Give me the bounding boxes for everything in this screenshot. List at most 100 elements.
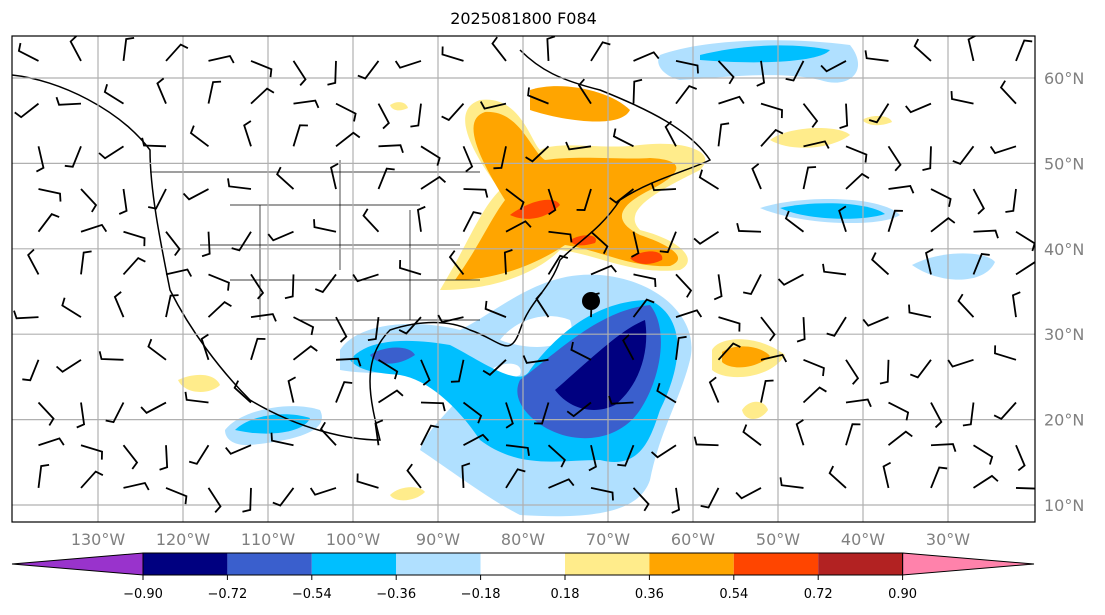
wind-barb [35, 146, 45, 173]
wind-barb [718, 316, 741, 332]
wind-barb [950, 91, 974, 105]
wind-barb [548, 230, 573, 243]
wind-barb [879, 359, 890, 385]
wind-barb [845, 145, 868, 163]
wind-barb [55, 359, 82, 373]
wind-barb [327, 60, 337, 86]
wind-barb [612, 128, 634, 148]
wind-barb [777, 273, 804, 286]
wind-barb [930, 188, 952, 208]
wind-barb [535, 292, 550, 318]
wind-barb [760, 379, 774, 403]
colorbar-segment [649, 553, 734, 575]
wind-barb [267, 230, 294, 242]
colorbar-segment [396, 553, 481, 575]
wind-barb [276, 166, 295, 190]
wind-barb [208, 54, 235, 64]
wind-barb [993, 401, 1017, 420]
wind-barb [450, 359, 465, 383]
wind-barb [17, 42, 39, 62]
map-frame [11, 35, 1036, 523]
wind-barb [718, 95, 745, 105]
lon-tick-label: 50°W [756, 530, 800, 549]
wind-barb [957, 293, 975, 318]
wind-barb [838, 205, 847, 232]
wind-barb [367, 317, 380, 342]
colorbar-tick-label: −0.90 [123, 587, 163, 602]
wind-barb [505, 188, 525, 211]
wind-barb [546, 36, 556, 61]
wind-barb [736, 222, 762, 233]
wind-barb [103, 84, 124, 105]
wind-barb [802, 166, 817, 190]
wind-barb [930, 217, 956, 233]
wind-barb [760, 316, 776, 342]
wind-barb [633, 51, 660, 62]
wind-barb [693, 436, 719, 447]
wind-barb [1005, 188, 1017, 213]
wind-barb [463, 433, 490, 447]
wind-barb [69, 36, 82, 62]
wind-barb [522, 355, 549, 364]
wind-barb [188, 444, 210, 465]
shading-layer [12, 36, 1035, 522]
storm-marker [582, 292, 600, 310]
wind-barb [416, 205, 426, 232]
wind-barb [577, 78, 592, 105]
wind-barb [609, 188, 635, 204]
wind-barb [293, 99, 320, 109]
wind-barb [250, 60, 273, 78]
wind-barb [845, 359, 860, 385]
wind-barb [420, 145, 441, 166]
wind-barb [630, 231, 640, 258]
colorbar-tick-label: −0.36 [376, 587, 416, 602]
wind-barb [448, 250, 465, 275]
wind-barb [887, 430, 913, 446]
wind-barb [225, 444, 252, 455]
wind-barb [632, 298, 655, 318]
wind-barb [565, 141, 592, 151]
wind-barb [250, 87, 275, 105]
colorbar-segment [311, 553, 397, 575]
wind-barb [887, 145, 902, 172]
wind-barb [588, 445, 597, 472]
wind-barb [270, 432, 294, 447]
wind-barb [37, 464, 50, 489]
lon-tick-label: 40°W [841, 530, 885, 549]
wind-barb [356, 473, 379, 489]
wind-barb [27, 248, 40, 275]
wind-barb [37, 213, 60, 233]
lon-tick-label: 70°W [586, 530, 630, 549]
wind-barbs [13, 36, 1035, 514]
wind-barb [292, 60, 307, 86]
wind-barb [80, 188, 98, 213]
wind-barb [313, 219, 337, 233]
wind-barb [250, 337, 266, 361]
wind-barb [505, 402, 514, 429]
wind-barb [461, 462, 471, 488]
wind-barb [930, 466, 948, 489]
colorbar-extend-min [11, 552, 144, 576]
wind-barb [989, 145, 1017, 155]
wind-barb [122, 37, 135, 62]
lon-tick-label: 100°W [326, 530, 381, 549]
wind-barb [547, 188, 557, 216]
wind-barb [698, 169, 719, 190]
colorbar-segment [227, 553, 312, 575]
wind-barb [309, 487, 337, 496]
wind-barb [952, 145, 975, 165]
wind-barb [378, 389, 404, 404]
wind-barb [378, 144, 404, 154]
wind-barb [147, 188, 167, 210]
wind-barb [820, 60, 847, 73]
wind-barb [888, 184, 915, 194]
wind-barb [675, 84, 698, 105]
wind-barb [165, 231, 181, 257]
wind-barb [242, 487, 252, 513]
colorbar-tick-label: 0.36 [635, 587, 664, 602]
wind-barb [590, 487, 614, 501]
wind-barb [717, 342, 741, 361]
wind-barb [908, 304, 932, 319]
wind-barb [462, 401, 483, 424]
